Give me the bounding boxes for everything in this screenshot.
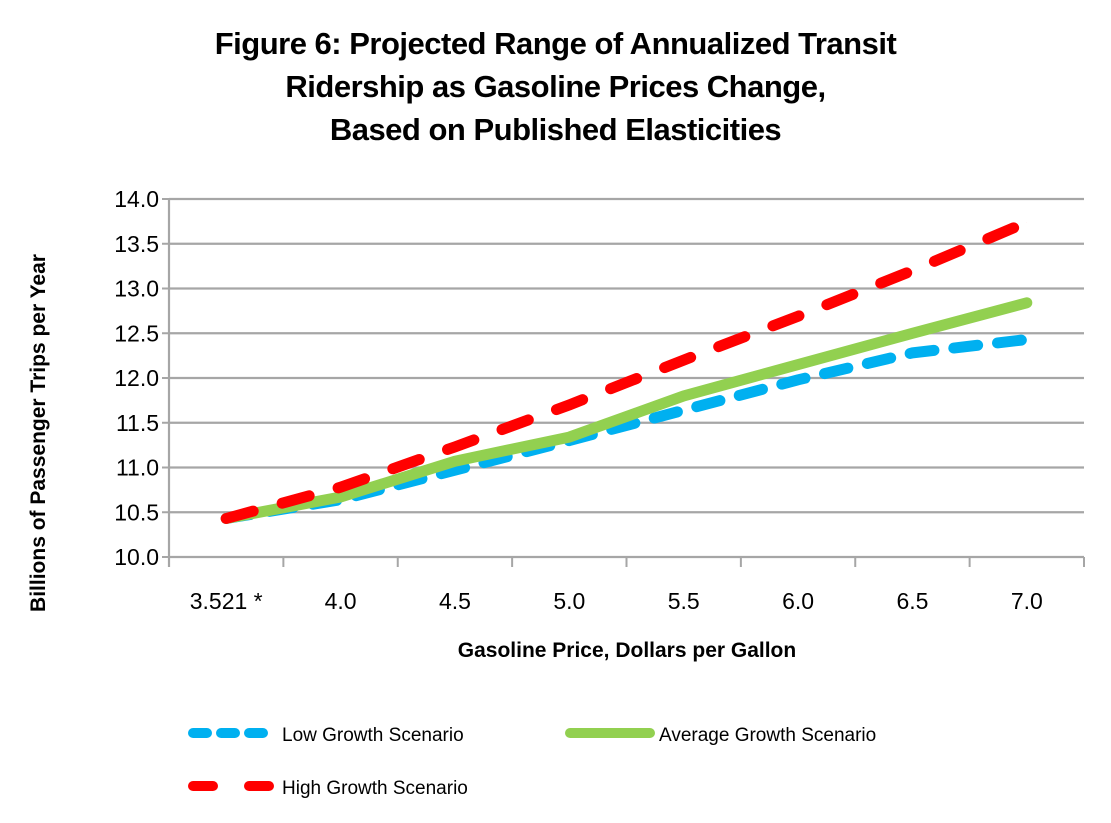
series-line-high-growth-scenario (220, 216, 1033, 524)
x-tick-label: 4.5 (439, 588, 471, 614)
x-tick-label: 6.0 (782, 588, 814, 614)
y-tick-label: 11.5 (116, 410, 159, 436)
y-tick-label: 14.0 (114, 186, 159, 212)
y-tick-label: 12.0 (114, 365, 159, 391)
y-tick-label: 10.5 (114, 499, 159, 525)
x-tick-label: 5.0 (553, 588, 585, 614)
y-tick-label: 10.0 (114, 544, 159, 570)
axes (162, 198, 1085, 567)
legend-label: Low Growth Scenario (282, 725, 464, 746)
legend-label: High Growth Scenario (282, 778, 468, 799)
x-tick-label: 7.0 (1011, 588, 1043, 614)
x-tick-label: 4.0 (325, 588, 357, 614)
legend-label: Average Growth Scenario (659, 725, 876, 746)
y-tick-label: 13.5 (114, 231, 159, 257)
y-axis-title: Billions of Passenger Trips per Year (27, 254, 50, 612)
chart-title: Figure 6: Projected Range of Annualized … (0, 22, 1111, 151)
series-line-average-growth-scenario (220, 297, 1033, 524)
y-tick-label: 11.0 (116, 455, 159, 481)
y-tick-label: 13.0 (114, 276, 159, 302)
x-axis-title: Gasoline Price, Dollars per Gallon (458, 639, 796, 662)
y-tick-label: 12.5 (114, 320, 159, 346)
y-tick-labels: 10.0 10.5 11.0 11.5 12.0 12.5 13.0 13.5 14.0 (114, 186, 159, 570)
x-tick-label: 3.521 * (190, 588, 263, 614)
chart-title-line-1: Figure 6: Projected Range of Annualized … (214, 26, 897, 61)
x-tick-label: 5.5 (668, 588, 700, 614)
series-lines (220, 216, 1033, 524)
chart-title-line-2: Ridership as Gasoline Prices Change, (285, 69, 826, 104)
chart-title-line-3: Based on Published Elasticities (329, 112, 782, 147)
legend: Low Growth Scenario Average Growth Scenar… (188, 725, 876, 799)
x-tick-labels: 3.521 * 4.0 4.5 5.0 5.5 6.0 6.5 7.0 (190, 588, 1043, 614)
x-tick-label: 6.5 (896, 588, 928, 614)
